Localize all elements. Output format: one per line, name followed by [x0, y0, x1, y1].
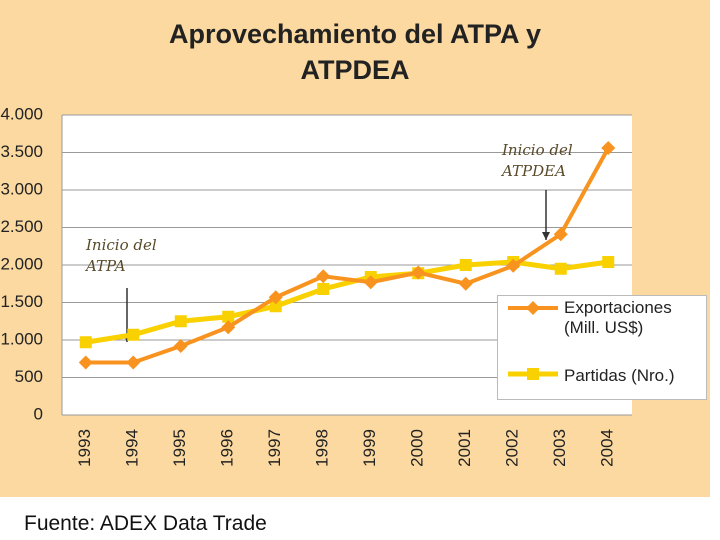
- chart-title: Aprovechamiento del ATPA y: [169, 19, 541, 49]
- y-tick-label: 2.000: [0, 254, 43, 273]
- point: [363, 275, 378, 290]
- x-tick-label: 1994: [123, 429, 142, 467]
- x-tick-label: 1998: [313, 429, 332, 467]
- point: [601, 141, 616, 155]
- point: [458, 276, 473, 291]
- legend: Exportaciones (Mill. US$) Partidas (Nro.…: [497, 295, 707, 400]
- x-tick-label: 1993: [75, 429, 94, 467]
- legend-swatches: [508, 301, 558, 380]
- x-tick-label: 2002: [503, 429, 522, 467]
- y-tick-label: 3.000: [0, 179, 43, 198]
- point: [553, 227, 568, 242]
- point: [316, 269, 331, 284]
- y-tick-label: 3.500: [0, 142, 43, 161]
- y-tick-label: 4.000: [0, 104, 43, 123]
- point: [222, 310, 235, 323]
- chart-title: ATPDEA: [300, 55, 409, 85]
- x-tick-label: 2000: [408, 429, 427, 467]
- y-tick-label: 0: [34, 404, 43, 423]
- x-tick-label: 2003: [550, 429, 569, 467]
- point: [127, 328, 140, 341]
- point: [317, 283, 330, 295]
- series-line: [85, 147, 611, 365]
- x-tick-label: 1995: [170, 429, 189, 467]
- x-tick-label: 1999: [360, 429, 379, 467]
- x-tick-label: 1997: [265, 429, 284, 467]
- point: [126, 355, 141, 370]
- legend-label: Partidas (Nro.): [564, 366, 675, 385]
- annotation: Inicio del ATPDEA: [502, 141, 573, 180]
- point: [602, 256, 615, 268]
- series-line: [85, 259, 609, 345]
- y-tick-label: 1.500: [0, 292, 43, 311]
- y-tick-label: 500: [15, 367, 43, 386]
- legend-marker: [527, 368, 539, 380]
- point: [78, 355, 93, 370]
- x-tick-label: 1996: [218, 429, 237, 467]
- point: [506, 258, 521, 273]
- point: [269, 300, 282, 313]
- y-tick-label: 2.500: [0, 217, 43, 236]
- annotation: Inicio del ATPA: [86, 236, 157, 275]
- point: [411, 265, 426, 280]
- source-note: Fuente: ADEX Data Trade: [24, 512, 267, 535]
- point: [554, 262, 567, 275]
- point: [173, 339, 188, 353]
- y-tick-label: 1.000: [0, 329, 43, 348]
- point: [221, 320, 236, 335]
- point: [79, 336, 92, 349]
- point: [459, 259, 472, 271]
- arrow-head: [542, 232, 550, 240]
- point: [174, 315, 187, 328]
- x-tick-label: 2001: [455, 429, 474, 467]
- x-tick-label: 2004: [598, 429, 617, 467]
- legend-marker: [526, 301, 540, 315]
- point: [268, 290, 283, 305]
- legend-label: Exportaciones (Mill. US$): [564, 298, 672, 337]
